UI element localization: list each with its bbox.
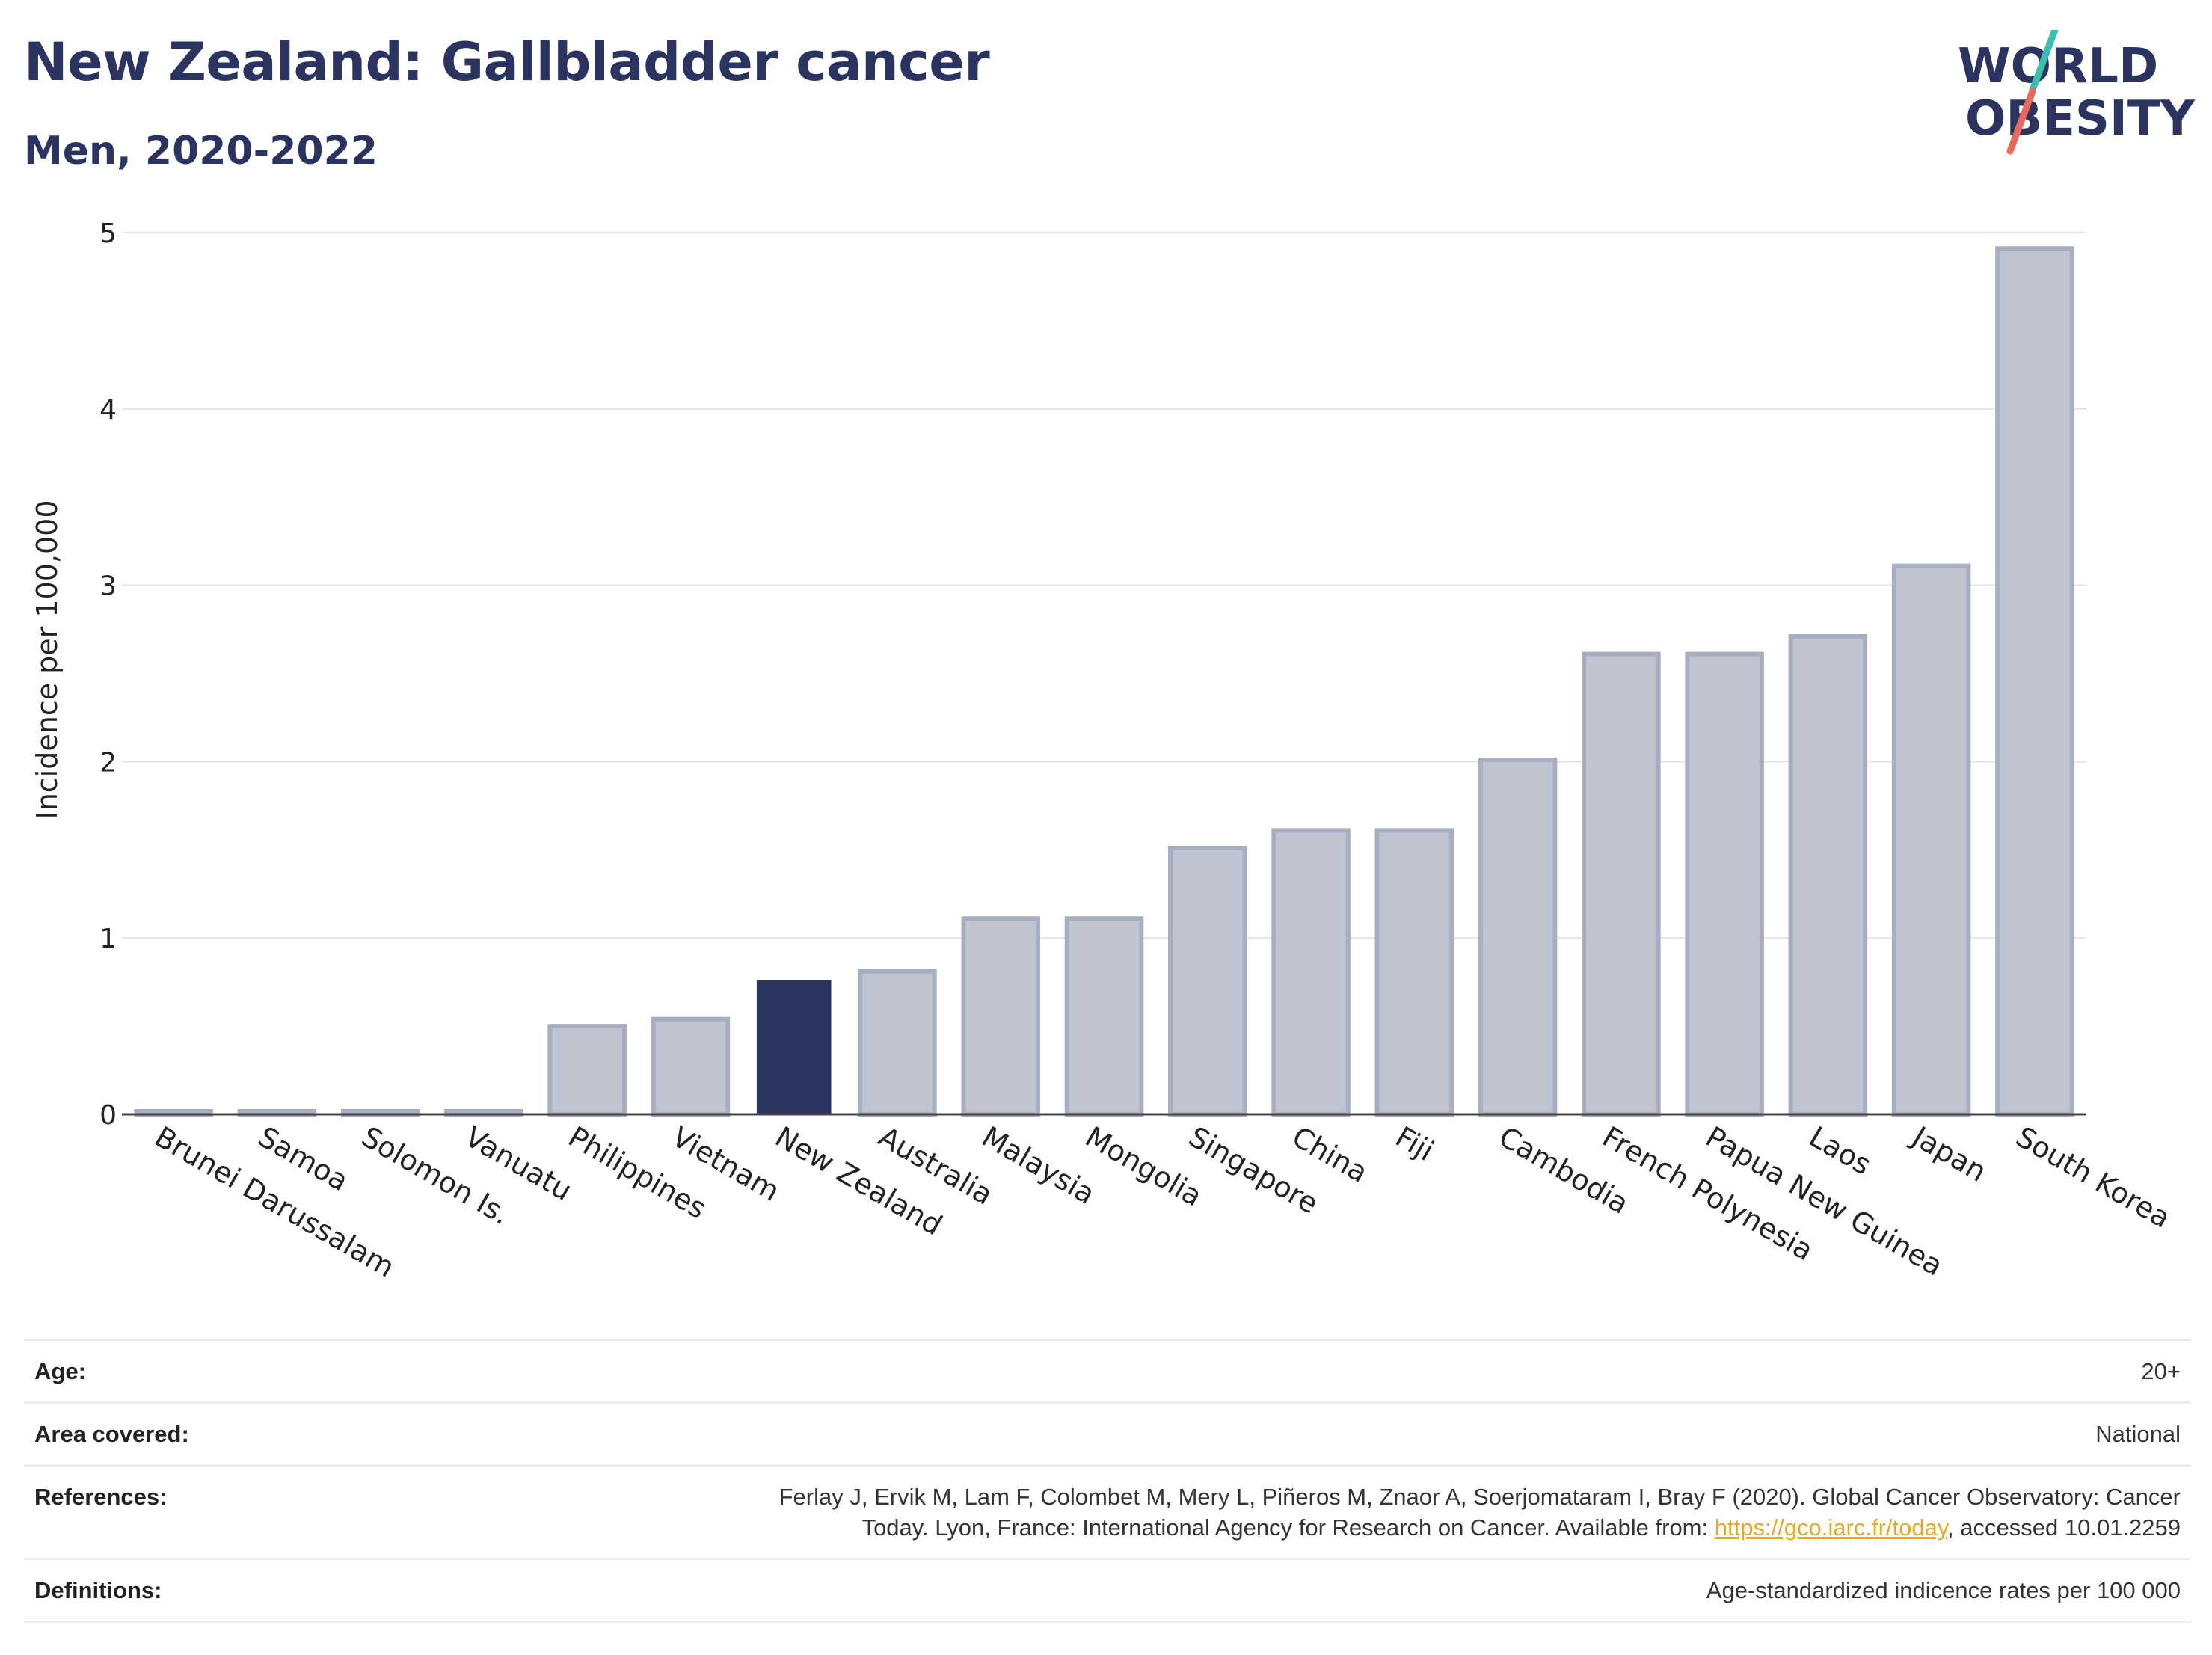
logo-word-obesity: OBESITY bbox=[1965, 91, 2195, 147]
bar bbox=[1374, 828, 1454, 1117]
y-tick-label: 0 bbox=[99, 1100, 117, 1131]
info-row-area: Area covered: National bbox=[24, 1401, 2191, 1464]
bar-layer bbox=[134, 246, 2074, 1117]
references-line1: Ferlay J, Ervik M, Lam F, Colombet M, Me… bbox=[778, 1484, 2181, 1510]
age-value: 20+ bbox=[2141, 1358, 2181, 1384]
bar bbox=[1478, 758, 1558, 1117]
bar bbox=[1685, 651, 1764, 1117]
bar bbox=[858, 969, 937, 1117]
bar bbox=[1582, 651, 1661, 1117]
references-line2-post: , accessed 10.01.2259 bbox=[1947, 1514, 2181, 1541]
info-row-definitions: Definitions: Age-standardized indicence … bbox=[24, 1558, 2191, 1623]
area-value: National bbox=[2095, 1421, 2181, 1447]
bar bbox=[1064, 916, 1144, 1117]
definitions-value: Age-standardized indicence rates per 100… bbox=[1706, 1577, 2181, 1603]
x-tick-label: Japan bbox=[1905, 1120, 1992, 1188]
x-tick-label: Malaysia bbox=[977, 1120, 1101, 1211]
x-tick-label: Laos bbox=[1804, 1120, 1877, 1182]
x-tick-label: Mongolia bbox=[1080, 1120, 1208, 1213]
age-label: Age: bbox=[34, 1358, 86, 1384]
y-axis-label: Incidence per 100,000 bbox=[31, 500, 64, 819]
bar bbox=[1788, 633, 1868, 1117]
logo-slash-teal bbox=[2029, 30, 2059, 93]
page-title: New Zealand: Gallbladder cancer bbox=[24, 31, 990, 93]
bar bbox=[1167, 845, 1247, 1117]
bar bbox=[961, 916, 1041, 1117]
bar bbox=[1891, 563, 1971, 1117]
y-tick-labels: 0 1 2 3 4 5 bbox=[99, 218, 117, 1131]
definitions-label: Definitions: bbox=[34, 1577, 162, 1603]
logo-word-world: WORLD bbox=[1958, 39, 2158, 94]
bar bbox=[1995, 246, 2074, 1117]
y-tick-label: 4 bbox=[99, 395, 117, 426]
y-tick-label: 2 bbox=[99, 747, 117, 778]
y-tick-label: 5 bbox=[99, 218, 117, 249]
x-tick-label: South Korea bbox=[2010, 1120, 2175, 1235]
bar bbox=[547, 1024, 627, 1117]
references-value: Ferlay J, Ervik M, Lam F, Colombet M, Me… bbox=[779, 1481, 2181, 1543]
world-obesity-logo: WORLD OBESITY bbox=[1958, 30, 2195, 155]
info-row-references: References: Ferlay J, Ervik M, Lam F, Co… bbox=[24, 1464, 2191, 1558]
page-subtitle: Men, 2020-2022 bbox=[24, 129, 378, 174]
info-row-age: Age: 20+ bbox=[24, 1339, 2191, 1401]
bar bbox=[756, 980, 832, 1114]
area-label: Area covered: bbox=[34, 1421, 189, 1447]
references-line2-pre: Today. Lyon, France: International Agenc… bbox=[861, 1514, 1715, 1541]
logo-slash-red bbox=[2006, 87, 2036, 155]
x-tick-label: Fiji bbox=[1390, 1120, 1440, 1167]
references-label: References: bbox=[34, 1484, 168, 1510]
references-link[interactable]: https://gco.iarc.fr/today bbox=[1714, 1514, 1948, 1541]
bar bbox=[651, 1016, 731, 1117]
bar bbox=[1271, 828, 1351, 1117]
y-tick-label: 1 bbox=[99, 924, 117, 954]
y-tick-label: 3 bbox=[99, 571, 117, 602]
info-table: Age: 20+ Area covered: National Referenc… bbox=[24, 1339, 2191, 1623]
